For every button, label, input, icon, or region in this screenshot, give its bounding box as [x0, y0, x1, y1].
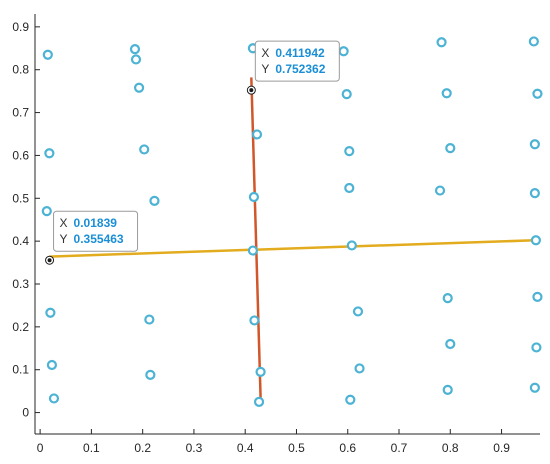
data-point	[149, 195, 160, 206]
data-point	[436, 37, 447, 48]
datatip-x-label: X	[60, 216, 68, 230]
data-point	[44, 148, 55, 159]
series-line	[250, 77, 262, 398]
datatip-x-label: X	[261, 46, 269, 60]
y-tick-label: 0.5	[12, 191, 29, 205]
data-point	[129, 44, 141, 55]
x-tick-label: 0	[37, 441, 44, 455]
series-line	[49, 239, 535, 258]
y-tick-label: 0.1	[12, 363, 29, 377]
y-tick-label: 0.4	[12, 234, 29, 248]
datatip-y-label: Y	[60, 232, 68, 246]
data-point	[253, 396, 265, 407]
data-point	[46, 359, 58, 371]
datatip[interactable]: X 0.01839 Y 0.355463	[45, 210, 139, 265]
data-point	[442, 384, 453, 395]
datatip-marker-dot	[249, 88, 254, 93]
datatip-y-value: 0.355463	[74, 232, 124, 246]
data-point	[531, 342, 542, 353]
data-point	[529, 188, 540, 199]
y-tick-label: 0.2	[12, 320, 29, 334]
x-tick-label: 0.1	[83, 441, 100, 455]
data-point	[42, 49, 53, 60]
data-point	[528, 36, 539, 47]
datatips[interactable]: X 0.01839 Y 0.355463 X 0.411942 Y 0.752362	[45, 40, 340, 265]
data-point	[344, 182, 355, 194]
data-point	[354, 363, 365, 374]
y-tick-label: 0.3	[12, 277, 29, 291]
data-point	[130, 54, 142, 65]
y-tick-label: 0.7	[12, 106, 29, 120]
data-point	[48, 393, 60, 404]
data-point	[532, 291, 543, 302]
data-point	[139, 144, 150, 155]
data-point	[434, 185, 446, 196]
data-point	[529, 382, 540, 393]
data-point	[144, 314, 155, 325]
data-point	[352, 306, 364, 317]
datatip[interactable]: X 0.411942 Y 0.752362	[246, 40, 340, 95]
datatip-y-value: 0.752362	[275, 62, 325, 76]
x-tick-label: 0.6	[339, 441, 356, 455]
data-point	[532, 88, 543, 99]
data-point	[530, 235, 541, 246]
datatip-box	[53, 210, 139, 252]
datatip-y-label: Y	[261, 62, 269, 76]
datatip-marker-dot	[47, 258, 52, 263]
x-tick-label: 0.8	[442, 441, 459, 455]
data-point	[346, 240, 357, 251]
data-point	[255, 366, 266, 377]
x-tick-label: 0.2	[134, 441, 151, 455]
data-point	[344, 146, 355, 157]
y-tick-label: 0.8	[12, 63, 29, 77]
datatip-box	[254, 40, 340, 82]
data-point	[529, 139, 540, 150]
data-point	[341, 89, 352, 100]
y-tick-label: 0	[22, 406, 29, 420]
datatip-x-value: 0.01839	[74, 216, 118, 230]
y-tick-label: 0.9	[12, 20, 29, 34]
x-tick-label: 0.4	[237, 441, 254, 455]
datatip-x-value: 0.411942	[275, 46, 325, 60]
fit-lines	[49, 77, 535, 398]
x-tick-label: 0.3	[186, 441, 203, 455]
data-point	[345, 394, 356, 405]
data-point	[248, 191, 260, 203]
data-point	[247, 245, 258, 256]
x-tick-label: 0.9	[493, 441, 510, 455]
data-point	[133, 82, 145, 93]
data-point	[445, 338, 456, 350]
data-point	[441, 88, 452, 99]
data-point	[338, 46, 349, 57]
x-tick-label: 0.7	[391, 441, 408, 455]
data-points	[41, 36, 543, 407]
axes	[34, 14, 540, 435]
data-point	[442, 293, 453, 304]
tick-labels: 0 0.1 0.2 0.3 0.4 0.5 0.6 0.7 0.8 0.9 0 0.1 0.2 0.3 0.…	[12, 20, 510, 455]
data-point	[45, 307, 56, 318]
data-point	[445, 143, 456, 154]
data-point	[249, 315, 260, 326]
y-tick-label: 0.6	[12, 148, 29, 162]
data-point	[145, 369, 156, 380]
x-tick-label: 0.5	[288, 441, 305, 455]
data-point	[41, 206, 52, 217]
data-point	[251, 129, 263, 140]
